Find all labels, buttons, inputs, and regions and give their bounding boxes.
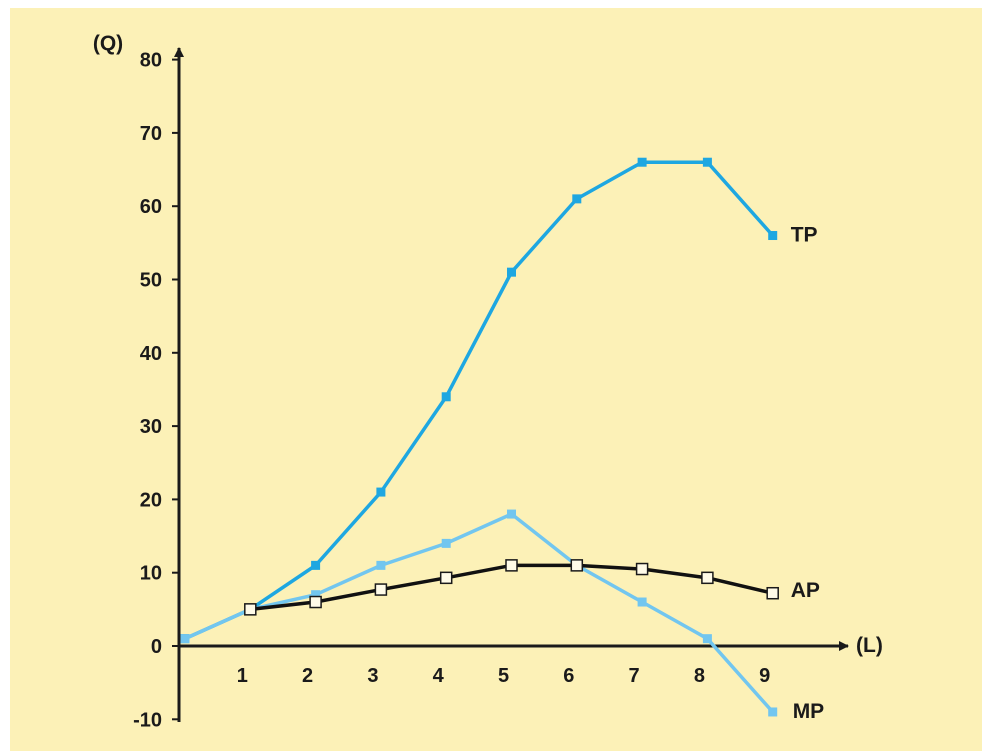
data-point bbox=[768, 231, 778, 241]
data-point bbox=[376, 487, 386, 497]
data-point bbox=[311, 560, 321, 570]
data-point bbox=[702, 634, 712, 644]
x-tick-label: 7 bbox=[629, 665, 640, 687]
data-point bbox=[441, 538, 451, 548]
series-label-ap: AP bbox=[791, 579, 820, 602]
y-tick-label: 30 bbox=[140, 416, 162, 438]
axes: (Q) (L) bbox=[93, 32, 883, 722]
series-line-mp bbox=[183, 512, 775, 714]
series-ap bbox=[244, 559, 779, 616]
data-point bbox=[507, 509, 516, 519]
y-tick-label: 40 bbox=[140, 343, 162, 365]
data-point bbox=[766, 586, 779, 600]
x-tick-label: 5 bbox=[498, 665, 509, 687]
data-point bbox=[635, 562, 649, 576]
y-tick-label: 10 bbox=[140, 563, 162, 585]
y-tick-label: 50 bbox=[140, 270, 162, 292]
data-point bbox=[768, 707, 778, 717]
data-point bbox=[701, 571, 714, 585]
y-tick-label: 0 bbox=[151, 636, 162, 658]
x-tick-label: 3 bbox=[367, 665, 378, 687]
y-axis-title: (Q) bbox=[93, 32, 123, 55]
series-labels: TP MP AP bbox=[791, 224, 825, 723]
data-point bbox=[441, 392, 451, 402]
data-point bbox=[376, 560, 386, 570]
x-tick-label: 4 bbox=[433, 665, 445, 687]
tick-labels: 80 70 60 50 40 30 20 10 0 -10 1 2 3 4 5 6 7 8 9 bbox=[133, 50, 770, 732]
data-point bbox=[309, 595, 322, 609]
series-label-mp: MP bbox=[793, 700, 825, 723]
data-point bbox=[505, 559, 518, 572]
x-axis-title: (L) bbox=[856, 634, 883, 657]
series-line-tp bbox=[183, 160, 775, 641]
data-point bbox=[702, 157, 712, 167]
y-tick-label: 20 bbox=[140, 489, 162, 511]
data-point bbox=[572, 194, 582, 204]
series-label-tp: TP bbox=[791, 224, 818, 247]
data-point bbox=[244, 603, 257, 616]
series bbox=[180, 157, 779, 717]
chart-card bbox=[10, 8, 982, 751]
x-tick-label: 6 bbox=[563, 665, 574, 687]
data-point bbox=[570, 559, 584, 572]
series-mp bbox=[180, 509, 778, 717]
x-tick-label: 8 bbox=[694, 665, 705, 687]
y-tick-label: 80 bbox=[140, 50, 162, 72]
data-point bbox=[180, 634, 190, 644]
data-point bbox=[311, 590, 321, 600]
y-tick-label: -10 bbox=[133, 709, 162, 731]
data-point bbox=[374, 583, 388, 596]
data-point bbox=[637, 157, 647, 167]
y-tick-label: 60 bbox=[140, 196, 162, 218]
data-point bbox=[637, 597, 647, 607]
x-tick-label: 1 bbox=[237, 665, 248, 687]
x-tick-label: 9 bbox=[759, 665, 770, 687]
data-point bbox=[439, 571, 453, 585]
data-point bbox=[507, 267, 516, 277]
y-tick-label: 70 bbox=[140, 123, 162, 145]
x-tick-label: 2 bbox=[302, 665, 313, 687]
